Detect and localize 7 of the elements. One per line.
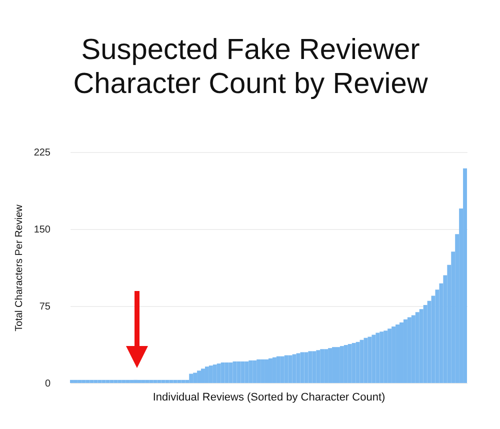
y-tick-label: 225 — [34, 148, 51, 158]
y-tick-label: 0 — [44, 378, 51, 390]
y-axis-title: Total Characters Per Review — [14, 204, 25, 332]
y-tick-label: 150 — [34, 224, 51, 236]
y-tick-label: 75 — [39, 302, 51, 312]
x-axis-title: Individual Reviews (Sorted by Character Count) — [152, 392, 386, 404]
chart-title: Suspected Fake Reviewer Character Count by Review — [73, 34, 429, 100]
